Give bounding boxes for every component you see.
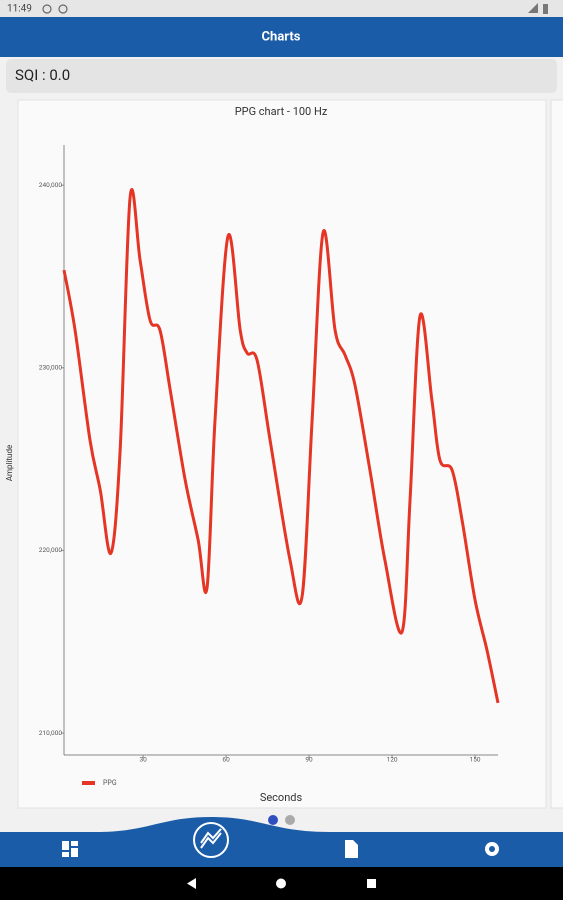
y-tick-label: 230,000	[39, 364, 63, 372]
x-tick-label: 120	[387, 756, 398, 764]
plot: 210,000 220,000 230,000 240,000 30 60 90 120 150…	[39, 145, 500, 787]
x-tick-label: 60	[222, 756, 230, 764]
legend-label: PPG	[103, 779, 117, 787]
status-time: 11:49	[7, 4, 32, 15]
x-tick-label: 150	[470, 756, 481, 764]
status-icon	[58, 4, 68, 14]
ppg-line	[62, 187, 500, 704]
app-bar-title: Charts	[262, 29, 301, 44]
chart-title: PPG chart - 100 Hz	[235, 105, 328, 118]
sqi-text: SQI : 0.0	[15, 66, 70, 84]
x-axis-title: Seconds	[260, 791, 303, 804]
status-bar	[0, 0, 563, 17]
legend-swatch	[82, 781, 95, 785]
nav-document[interactable]	[345, 840, 358, 858]
y-tick-label: 240,000	[39, 181, 63, 189]
y-axis-title: Amplitude	[5, 445, 14, 481]
icon-part	[71, 841, 78, 846]
y-tick-label: 210,000	[39, 729, 63, 737]
next-card	[550, 99, 563, 809]
bottom-nav	[0, 817, 563, 867]
x-tick-label: 30	[139, 756, 147, 764]
sqi-box	[6, 59, 557, 93]
nav-charts-icon	[200, 828, 222, 849]
page-dot[interactable]	[285, 815, 295, 825]
icon-part	[62, 841, 69, 850]
recents-button[interactable]	[367, 879, 376, 888]
icon-part	[62, 852, 69, 857]
signal-icon	[528, 3, 538, 13]
home-button[interactable]	[276, 878, 286, 889]
icon-part	[71, 848, 78, 857]
nav-settings-hole	[489, 846, 495, 852]
app-bar	[0, 17, 563, 57]
chart-card	[17, 99, 547, 809]
page-dot-active[interactable]	[268, 815, 278, 825]
battery-icon	[543, 4, 548, 14]
x-tick-label: 90	[305, 756, 313, 764]
back-button[interactable]	[187, 878, 196, 889]
y-tick-label: 220,000	[39, 546, 63, 554]
nav-dashboard[interactable]	[62, 841, 78, 857]
status-icon	[42, 4, 52, 14]
